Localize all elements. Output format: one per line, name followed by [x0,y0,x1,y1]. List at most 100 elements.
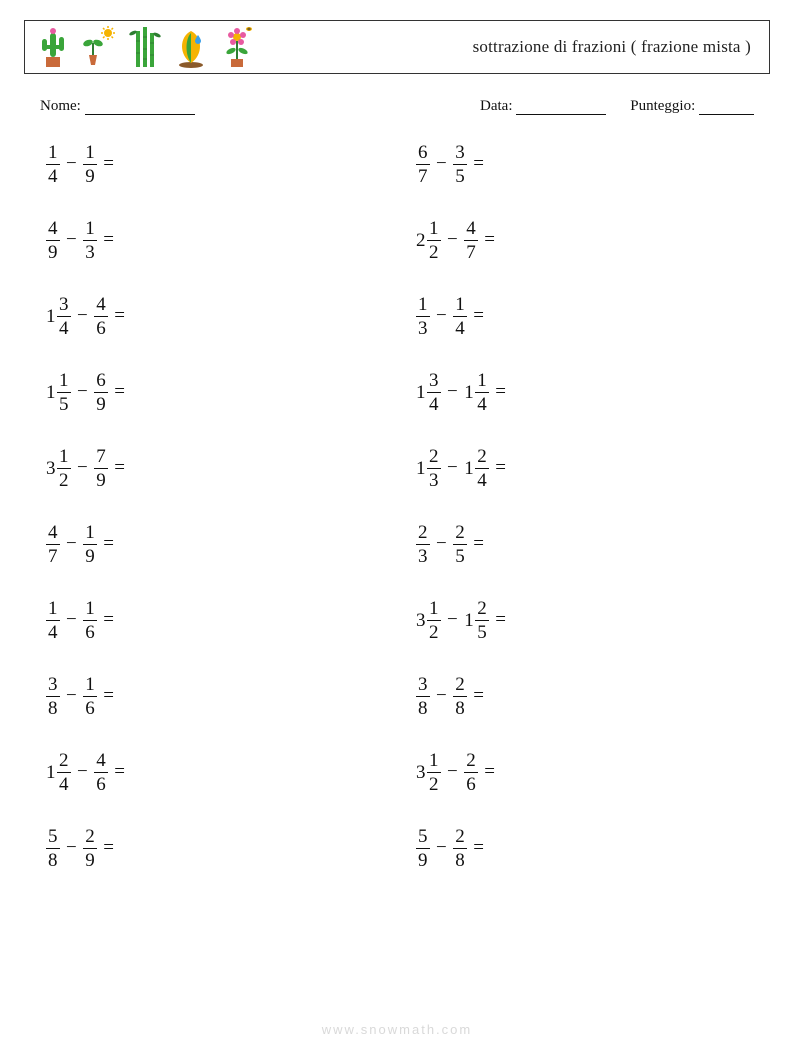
sprout-sun-icon [81,25,117,69]
minus-operator: − [71,761,94,783]
numerator: 1 [475,371,489,390]
equals-sign: = [467,153,484,175]
fraction: 25 [453,523,467,566]
fraction-bar [83,544,97,545]
numerator: 1 [83,675,97,694]
fraction: 12 [427,751,441,794]
problem-cell: 123−124= [416,439,762,497]
fraction-bar [57,392,71,393]
fraction-bar [46,848,60,849]
denominator: 9 [94,471,108,490]
fraction: 35 [453,143,467,186]
score-blank[interactable] [699,101,754,115]
equals-sign: = [478,229,495,251]
minus-operator: − [60,837,83,859]
minus-operator: − [430,305,453,327]
denominator: 6 [94,775,108,794]
numerator: 1 [57,447,71,466]
name-blank[interactable] [85,101,195,115]
header-icons [35,25,255,69]
minus-operator: − [60,153,83,175]
denominator: 6 [464,775,478,794]
fraction: 16 [83,675,97,718]
denominator: 3 [416,547,430,566]
fraction: 15 [57,371,71,414]
numerator: 3 [46,675,60,694]
equals-sign: = [489,457,506,479]
minus-operator: − [441,609,464,631]
denominator: 2 [427,775,441,794]
fraction-bar [46,164,60,165]
numerator: 5 [46,827,60,846]
equals-sign: = [97,609,114,631]
name-label-group: Nome: [40,98,195,115]
numerator: 4 [94,751,108,770]
denominator: 8 [46,851,60,870]
fraction-bar [83,240,97,241]
date-label-group: Data: [480,98,606,115]
fraction: 79 [94,447,108,490]
denominator: 2 [427,623,441,642]
denominator: 3 [416,319,430,338]
fraction: 59 [416,827,430,870]
numerator: 1 [83,143,97,162]
fraction-bar [46,240,60,241]
page-title: sottrazione di frazioni ( frazione mista… [473,37,751,57]
numerator: 2 [57,751,71,770]
numerator: 1 [427,751,441,770]
equals-sign: = [97,533,114,555]
date-blank[interactable] [516,101,606,115]
numerator: 1 [46,143,60,162]
minus-operator: − [60,229,83,251]
fraction: 28 [453,827,467,870]
fraction: 46 [94,295,108,338]
equals-sign: = [97,685,114,707]
fraction: 16 [83,599,97,642]
denominator: 4 [46,167,60,186]
fraction-bar [453,848,467,849]
numerator: 1 [83,219,97,238]
fraction: 24 [57,751,71,794]
denominator: 7 [416,167,430,186]
fraction: 67 [416,143,430,186]
problem-cell: 115−69= [46,363,392,421]
fraction-bar [94,316,108,317]
fraction: 13 [416,295,430,338]
numerator: 1 [427,599,441,618]
denominator: 6 [94,319,108,338]
minus-operator: − [430,533,453,555]
whole-part: 1 [464,459,474,478]
problem-cell: 49−13= [46,211,392,269]
fraction: 49 [46,219,60,262]
numerator: 3 [416,675,430,694]
denominator: 5 [453,547,467,566]
fraction: 23 [427,447,441,490]
fraction-bar [83,164,97,165]
denominator: 4 [475,471,489,490]
equals-sign: = [489,381,506,403]
numerator: 1 [416,295,430,314]
fraction: 26 [464,751,478,794]
fraction: 13 [83,219,97,262]
equals-sign: = [108,305,125,327]
problem-cell: 14−19= [46,135,392,193]
numerator: 2 [464,751,478,770]
numerator: 1 [427,219,441,238]
whole-part: 2 [416,231,426,250]
fraction-bar [57,316,71,317]
numerator: 4 [464,219,478,238]
fraction-bar [57,772,71,773]
numerator: 2 [475,599,489,618]
fraction: 25 [475,599,489,642]
numerator: 6 [416,143,430,162]
problem-cell: 124−46= [46,743,392,801]
equals-sign: = [467,533,484,555]
denominator: 8 [46,699,60,718]
equals-sign: = [97,229,114,251]
fraction: 12 [427,599,441,642]
fraction-bar [453,316,467,317]
problem-cell: 47−19= [46,515,392,573]
equals-sign: = [108,761,125,783]
denominator: 8 [416,699,430,718]
fraction-bar [83,848,97,849]
